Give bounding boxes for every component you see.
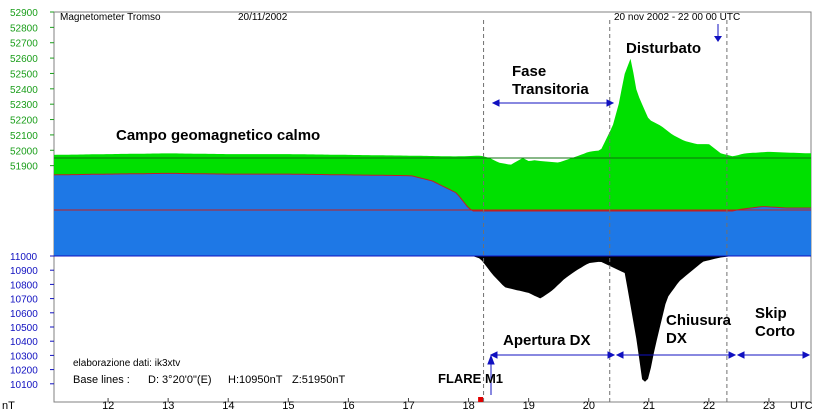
arrow-transitory: [491, 99, 615, 107]
annotation-skip-2: Corto: [755, 323, 795, 340]
h-tick-label: 10200: [10, 366, 38, 377]
z-tick-label: 52200: [10, 116, 38, 127]
h-tick-label: 10400: [10, 337, 38, 348]
z-tick-label: 52400: [10, 85, 38, 96]
header-title: Magnetometer Tromso: [60, 12, 161, 23]
z-tick-label: 52600: [10, 54, 38, 65]
annotation-closing-2: DX: [666, 330, 687, 347]
arrow-skip: [736, 351, 811, 359]
annotation-calm: Campo geomagnetico calmo: [116, 127, 320, 144]
annotation-disturbed: Disturbato: [626, 40, 701, 57]
baseline-h: H:10950nT: [228, 374, 283, 386]
baseline-d: D: 3°20'0"(E): [148, 374, 212, 386]
x-tick-label: 14: [222, 400, 234, 412]
annotation-closing-1: Chiusura: [666, 312, 732, 329]
arrow-closing: [615, 351, 737, 359]
header-date: 20/11/2002: [238, 12, 288, 23]
x-tick-label: 13: [162, 400, 174, 412]
header-down-arrow-head: [714, 36, 722, 42]
x-tick-label: 22: [703, 400, 715, 412]
x-tick-label: 15: [282, 400, 294, 412]
phase-dividers: [483, 20, 728, 402]
x-tick-label: 12: [102, 400, 114, 412]
annotation-transitory-1: Fase: [512, 63, 546, 80]
x-tick-label: 19: [523, 400, 535, 412]
x-unit-label: UTC: [790, 400, 813, 412]
z-tick-label: 52500: [10, 69, 38, 80]
h-area: [54, 256, 811, 382]
baselines-label: Base lines :: [73, 374, 130, 386]
flare-label: FLARE M1: [438, 371, 503, 386]
x-tick-label: 18: [463, 400, 475, 412]
annotation-opening: Apertura DX: [503, 332, 591, 349]
annotation-transitory-2: Transitoria: [512, 81, 589, 98]
z-tick-label: 52300: [10, 100, 38, 111]
z-tick-label: 52700: [10, 39, 38, 50]
x-axis-ticks: 12 13 14 15 16 17 18 19 20 21 22 23: [102, 398, 775, 412]
x-tick-label: 20: [583, 400, 595, 412]
header-right-label: 20 nov 2002 - 22 00 00 UTC: [614, 12, 740, 23]
h-tick-label: 10300: [10, 351, 38, 362]
annotation-skip-1: Skip: [755, 305, 787, 322]
h-tick-label: 10500: [10, 323, 38, 334]
z-axis-ticks: 52900 52800 52700 52600 52500 52400 52300 52200…: [10, 8, 54, 173]
baseline-z: Z:51950nT: [292, 374, 345, 386]
z-tick-label: 52000: [10, 146, 38, 157]
z-tick-label: 52100: [10, 131, 38, 142]
h-tick-label: 10100: [10, 380, 38, 391]
x-tick-label: 21: [643, 400, 655, 412]
arrow-flare: [487, 354, 495, 395]
arrow-opening: [489, 351, 616, 359]
h-tick-label: 11000: [10, 252, 38, 263]
h-tick-label: 10800: [10, 280, 38, 291]
reference-lines: [54, 157, 811, 257]
x-tick-label: 23: [763, 400, 775, 412]
z-trace-line: [53, 172, 811, 212]
h-axis-ticks: 11000 10900 10800 10700 10600 10500 10400 10300…: [10, 252, 54, 391]
x-tick-label: 16: [342, 400, 354, 412]
flare-marker: [478, 397, 484, 402]
h-tick-label: 10600: [10, 309, 38, 320]
h-band-area: [54, 173, 811, 256]
z-tick-label: 52900: [10, 8, 38, 19]
h-tick-label: 10700: [10, 295, 38, 306]
y-unit-label: nT: [2, 400, 15, 412]
z-tick-label: 51900: [10, 162, 38, 173]
x-tick-label: 17: [402, 400, 414, 412]
z-tick-label: 52800: [10, 23, 38, 34]
h-tick-label: 10900: [10, 266, 38, 277]
processing-info: elaborazione dati: ik3xtv: [73, 358, 180, 369]
data-fills: [53, 58, 811, 382]
